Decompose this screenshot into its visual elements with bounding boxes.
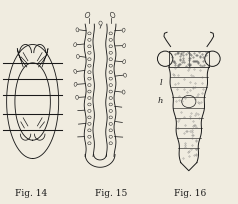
Text: Fig. 15: Fig. 15 bbox=[94, 188, 127, 197]
Text: Fig. 16: Fig. 16 bbox=[174, 188, 206, 197]
Text: h: h bbox=[157, 97, 163, 105]
Text: Fig. 14: Fig. 14 bbox=[15, 188, 48, 197]
Text: l: l bbox=[160, 79, 162, 87]
